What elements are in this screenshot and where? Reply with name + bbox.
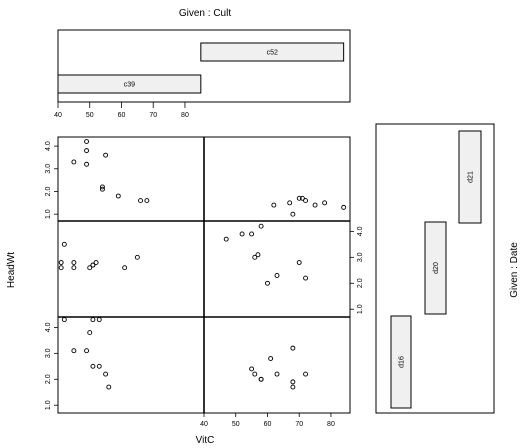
data-point-c52-d16 [290, 379, 296, 385]
data-point-c39-d21 [138, 198, 143, 204]
data-point-c52-d16 [290, 345, 296, 351]
given-cult-tick-label: 70 [149, 112, 157, 119]
given-cult-label-c52: c52 [267, 50, 278, 57]
y-tick-label-left: 2.0 [45, 374, 52, 384]
y-tick-label-right: 4.0 [357, 226, 364, 236]
data-point-c39-d20 [90, 262, 96, 268]
given-cult-bar-c39 [57, 74, 202, 94]
data-point-c52-d20 [296, 260, 302, 265]
data-point-c52-d20 [303, 275, 309, 281]
y-tick-label-left: 3.0 [45, 164, 52, 174]
data-point-c52-d21 [341, 204, 347, 210]
data-point-c52-d16 [249, 366, 255, 372]
data-point-c39-d21 [84, 161, 90, 167]
data-point-c39-d20 [58, 260, 64, 265]
data-point-c39-d20 [61, 241, 67, 247]
data-point-c39-d20 [87, 265, 93, 271]
y-tick-label-right: 3.0 [357, 252, 364, 262]
data-point-c52-d21 [271, 202, 277, 208]
data-point-c52-d21 [296, 195, 302, 201]
data-point-c52-d20 [258, 223, 264, 229]
y-tick-label-right: 2.0 [357, 278, 364, 288]
data-point-c52-d21 [312, 202, 318, 208]
y-axis-title: HeadWt [6, 252, 17, 288]
x-tick-label-bottom: 50 [232, 421, 240, 428]
data-point-c52-d21 [290, 211, 296, 217]
data-point-c39-d21 [84, 148, 90, 154]
data-point-c52-d20 [255, 252, 261, 258]
data-point-c39-d21 [103, 152, 109, 158]
data-point-c39-d20 [58, 265, 64, 271]
x-tick-label-bottom: 60 [264, 421, 272, 428]
data-point-c52-d20 [249, 231, 255, 237]
y-tick-label-left: 1.0 [45, 209, 52, 219]
data-point-c52-d16 [252, 371, 258, 377]
given-date-bar-d16 [390, 315, 412, 409]
given-date-bar-d20 [424, 221, 447, 315]
data-point-c52-d16 [274, 371, 280, 377]
data-point-c52-d16 [258, 376, 264, 382]
data-point-c52-d16 [303, 371, 309, 377]
data-point-c52-d21 [299, 195, 305, 201]
given-cult-tick-label: 40 [54, 112, 62, 119]
x-axis-title: VitC [196, 435, 215, 446]
data-point-c52-d20 [252, 254, 258, 260]
data-point-c39-d20 [93, 260, 99, 265]
data-point-c39-d16 [90, 363, 96, 369]
given-date-label-d21: d21 [468, 171, 475, 183]
x-tick-label-bottom: 70 [295, 421, 303, 428]
y-tick-label-left: 4.0 [45, 141, 52, 151]
data-point-c39-d20 [71, 260, 77, 265]
data-point-c39-d16 [61, 317, 67, 323]
data-point-c39-d16 [96, 317, 102, 323]
data-point-c52-d20 [274, 273, 280, 278]
data-point-c39-d16 [87, 330, 93, 336]
data-point-c39-d16 [106, 384, 112, 390]
given-cult-title: Given : Cult [179, 8, 231, 19]
x-tick-label-bottom: 80 [327, 421, 335, 428]
data-point-c52-d21 [322, 200, 328, 206]
data-point-c39-d21 [84, 139, 90, 144]
y-tick-label-left: 4.0 [45, 322, 52, 332]
data-point-c39-d20 [122, 265, 128, 271]
given-cult-bar-c52 [200, 42, 345, 62]
y-tick-label-left: 1.0 [45, 400, 52, 410]
given-date-panel [375, 123, 495, 414]
given-date-bar-d21 [458, 130, 482, 224]
data-point-c39-d20 [71, 265, 77, 271]
given-cult-tick-label: 60 [118, 112, 126, 119]
data-point-c39-d21 [99, 186, 105, 192]
y-tick-label-left: 3.0 [45, 348, 52, 358]
data-point-c52-d16 [290, 384, 296, 390]
data-point-c52-d20 [239, 231, 245, 237]
data-point-c39-d21 [99, 184, 105, 190]
data-point-c52-d21 [287, 200, 293, 206]
given-date-label-d16: d16 [399, 356, 406, 368]
data-point-c39-d21 [115, 193, 121, 199]
data-point-c39-d16 [96, 363, 102, 369]
data-point-c52-d16 [268, 356, 274, 361]
given-date-label-d20: d20 [433, 262, 440, 274]
data-point-c39-d20 [134, 254, 140, 260]
data-point-c52-d20 [223, 236, 229, 242]
y-tick-label-right: 1.0 [357, 304, 364, 314]
data-point-c39-d16 [71, 348, 77, 354]
data-point-c52-d20 [265, 280, 270, 286]
given-cult-tick-label: 80 [181, 112, 189, 119]
x-tick-label-bottom: 40 [200, 421, 208, 428]
given-cult-tick-label: 50 [86, 112, 94, 119]
data-point-c39-d21 [71, 159, 77, 165]
data-point-c39-d16 [103, 371, 109, 377]
given-cult-panel [57, 29, 351, 103]
data-point-c52-d21 [303, 198, 309, 204]
data-point-c39-d21 [144, 198, 150, 204]
data-point-c39-d16 [90, 317, 96, 323]
given-cult-label-c39: c39 [124, 82, 135, 89]
data-point-c39-d16 [84, 348, 90, 354]
y-tick-label-left: 2.0 [45, 187, 52, 197]
given-date-title: Given : Date [509, 242, 520, 298]
